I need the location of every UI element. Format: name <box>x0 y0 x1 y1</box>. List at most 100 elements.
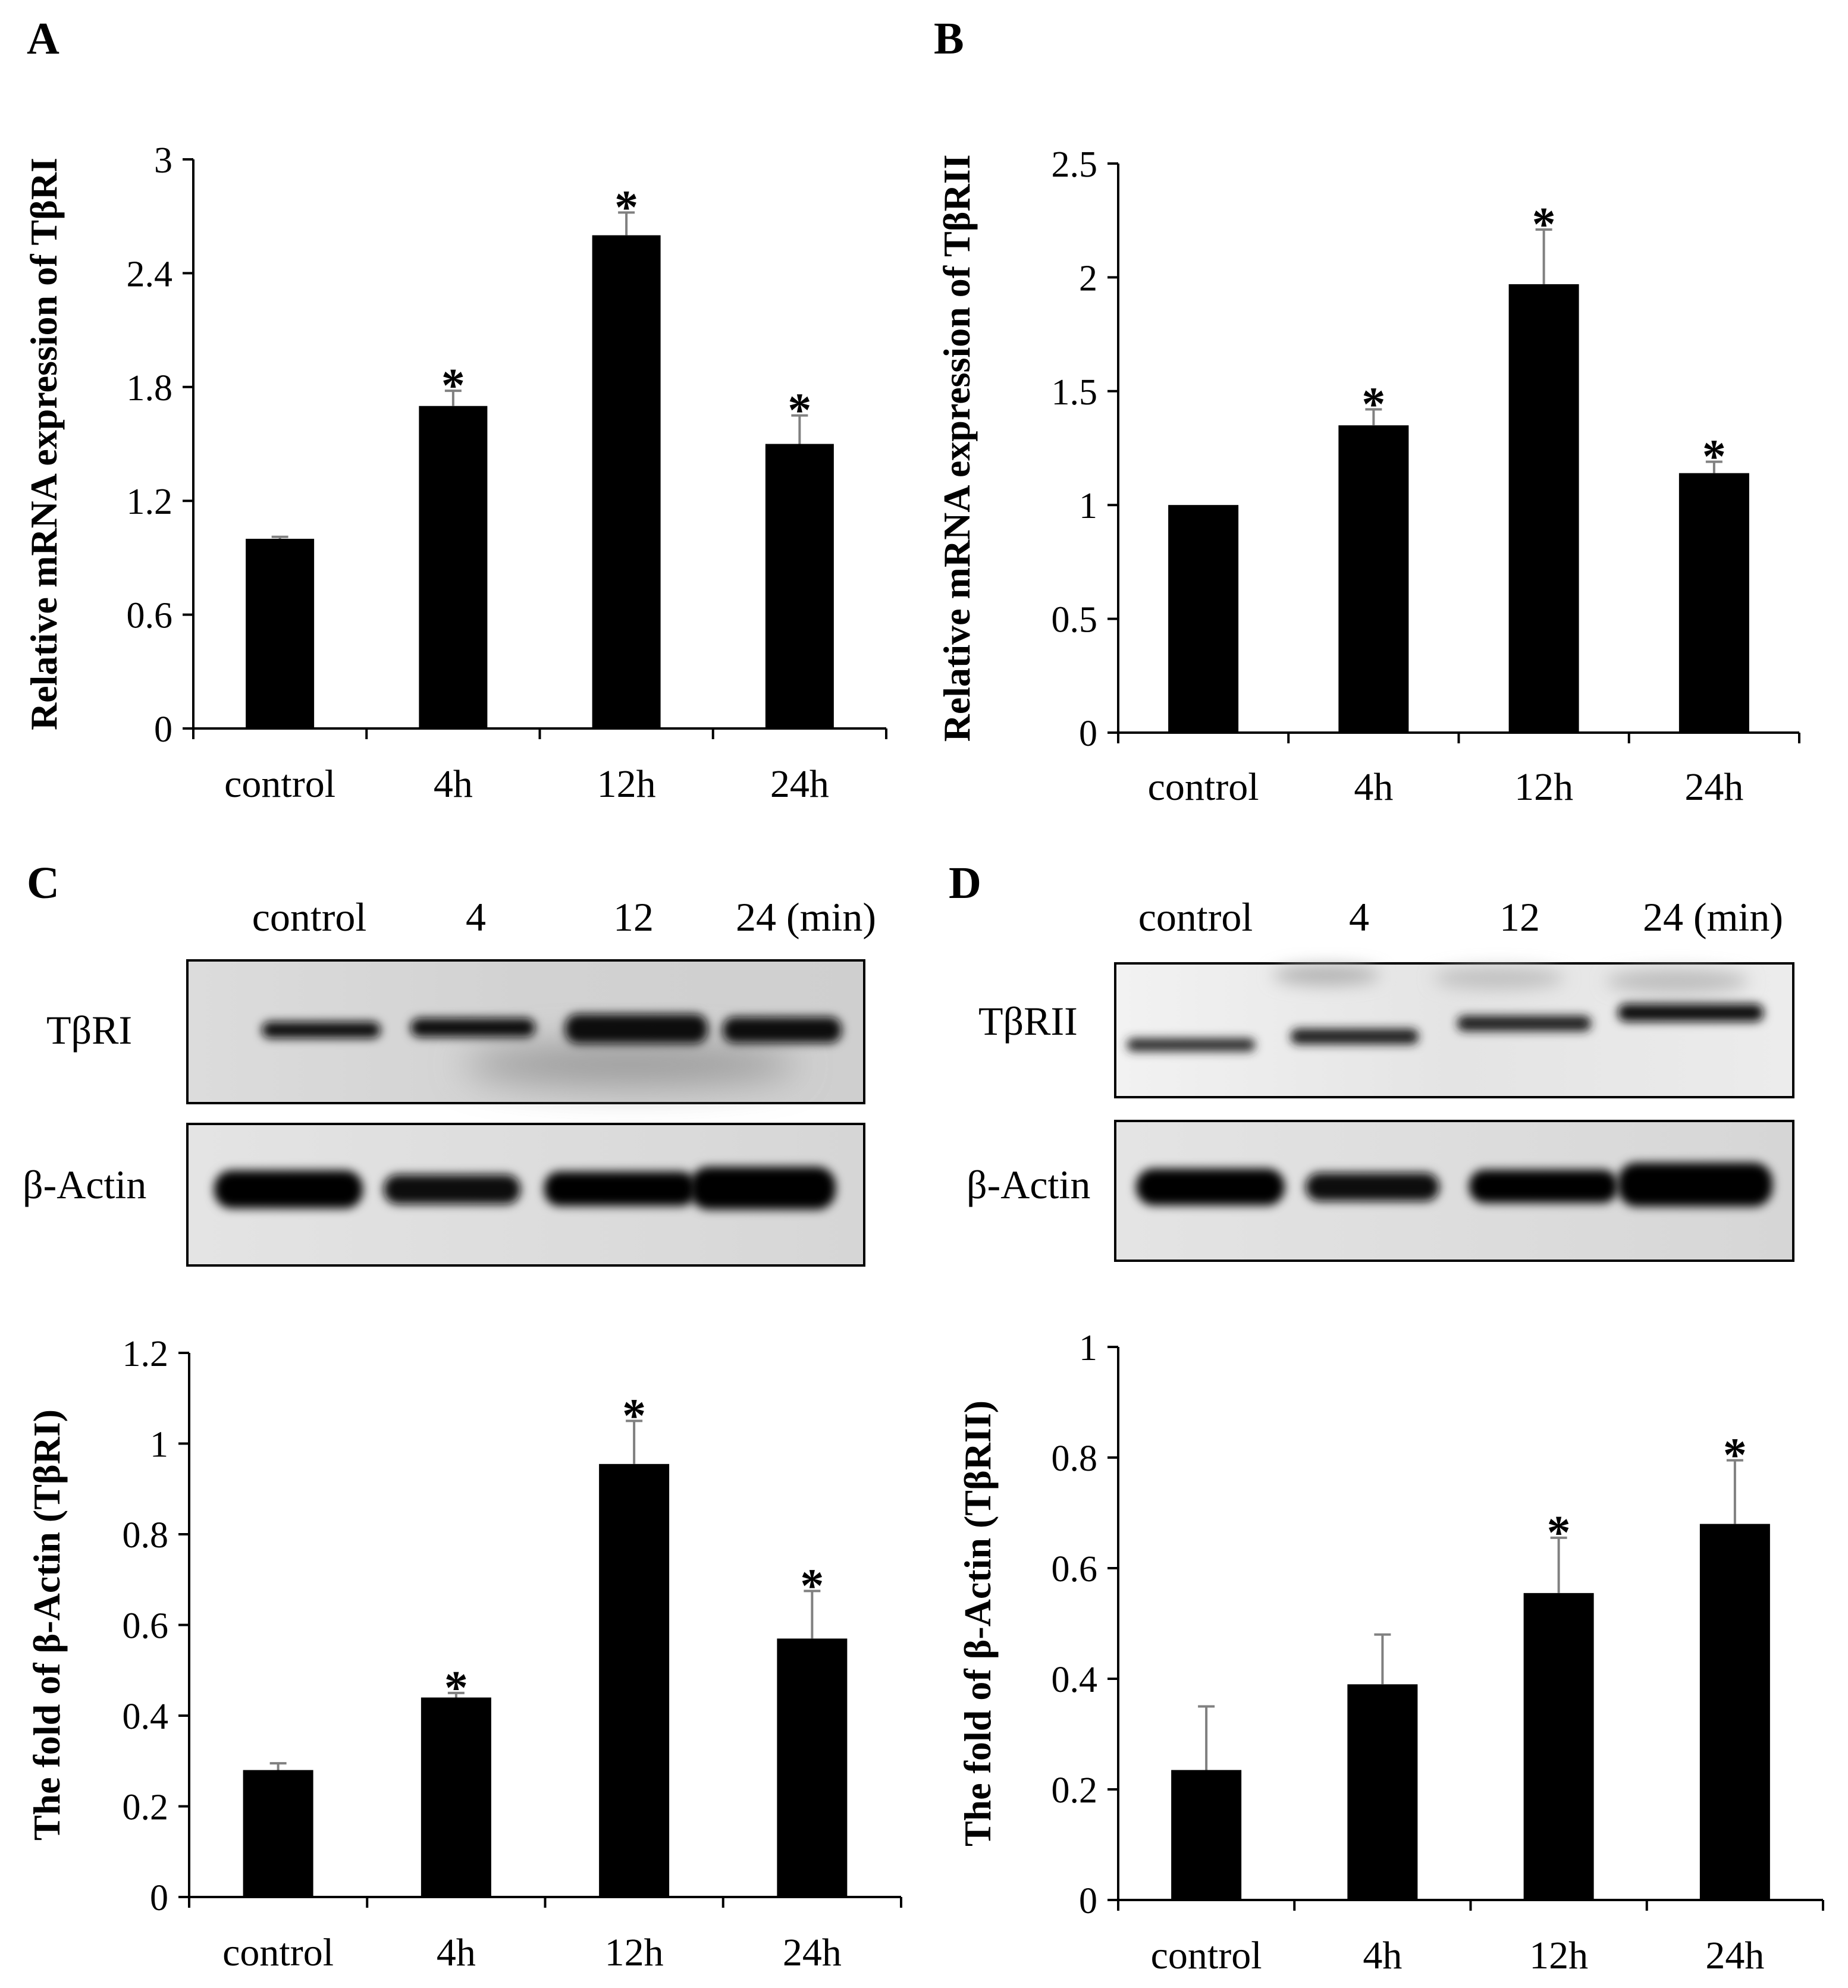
blot-c-band-label-2: β-Actin <box>23 1162 146 1207</box>
chart-c-y-tick-label: 0.8 <box>123 1515 169 1556</box>
blot-d-lane-1: control <box>1138 894 1253 940</box>
chart-b-category-label: 24h <box>1684 765 1743 809</box>
chart-b-category-label: control <box>1148 765 1259 809</box>
chart-c-y-tick-label: 0.2 <box>123 1788 169 1828</box>
chart-c-y-tick-label: 1.2 <box>123 1334 169 1374</box>
blot-c-actin-band-2 <box>384 1174 520 1204</box>
blot-d-actin-band-1 <box>1136 1169 1285 1205</box>
chart-d-bar <box>1523 1593 1594 1900</box>
chart-d-bar <box>1347 1684 1418 1900</box>
chart-d-significance-mark: * <box>1547 1507 1571 1559</box>
chart-a-category-label: control <box>224 762 335 806</box>
blot-c-lane-2: 4 <box>466 894 486 940</box>
chart-a-y-axis-label: Relative mRNA expression of TβRI <box>23 158 65 730</box>
blot-c-actin-band-1 <box>214 1170 363 1208</box>
chart-b-category-label: 12h <box>1514 765 1573 809</box>
blot-c-lane-1: control <box>252 894 367 940</box>
chart-c-category-label: 12h <box>605 1931 664 1974</box>
blot-d-actin-band-2 <box>1306 1173 1439 1201</box>
blot-d-haze-3 <box>1606 969 1749 993</box>
chart-b-category-label: 4h <box>1354 765 1393 809</box>
blot-c-lane-3: 12 <box>613 894 654 940</box>
chart-c-y-tick-label: 0 <box>150 1878 168 1918</box>
chart-d-significance-mark: * <box>1723 1430 1747 1482</box>
chart-a-y-tick-label: 0.6 <box>127 596 173 636</box>
chart-b-y-tick-label: 0.5 <box>1052 600 1098 640</box>
blot-d-band-3 <box>1457 1016 1591 1031</box>
chart-c-bar <box>599 1463 670 1897</box>
panel-label-a: A <box>27 14 59 64</box>
blot-c-band-3 <box>565 1014 708 1044</box>
chart-a-y-tick-label: 1.8 <box>127 368 173 409</box>
chart-d-y-axis-label: The fold of β-Actin (TβRII) <box>956 1400 999 1846</box>
blot-d-haze-1 <box>1273 966 1380 985</box>
blot-c: control 4 12 24 (min) TβRI β-Actin <box>23 894 876 1267</box>
blot-d-band-1 <box>1127 1038 1255 1051</box>
chart-a-y-tick-label: 0 <box>154 709 172 750</box>
blot-d-lane-4: 24 (min) <box>1643 894 1783 940</box>
chart-b-bar <box>1508 284 1579 733</box>
chart-a-y-tick-label: 3 <box>154 140 172 181</box>
chart-d: 0 0.2 0.4 0.6 0.8 1 control 4h * 12h * 24h The fold … <box>956 1328 1824 1977</box>
chart-d-bar <box>1171 1770 1242 1900</box>
blot-d-actin-band-3 <box>1469 1170 1618 1203</box>
chart-c: 0 0.2 0.4 0.6 0.8 1 1.2 control * 4h * 12h * 24h The f… <box>26 1334 902 1974</box>
chart-c-category-label: 24h <box>783 1931 842 1974</box>
blot-d: control 4 12 24 (min) TβRII β-Actin <box>967 894 1794 1262</box>
chart-b-significance-mark: * <box>1361 378 1385 431</box>
chart-b-y-tick-label: 0 <box>1079 714 1097 754</box>
chart-d-bar <box>1699 1524 1770 1900</box>
blot-d-band-label-2: β-Actin <box>967 1162 1090 1207</box>
blot-c-band-2 <box>410 1018 535 1037</box>
chart-b-bar <box>1678 473 1749 733</box>
chart-d-y-tick-label: 1 <box>1079 1328 1097 1368</box>
blot-d-band-label-1: TβRII <box>978 998 1078 1044</box>
chart-b-y-axis-label: Relative mRNA expression of TβRII <box>936 155 978 742</box>
chart-c-y-tick-label: 0.6 <box>123 1606 169 1647</box>
chart-d-y-tick-label: 0.8 <box>1052 1439 1098 1479</box>
blot-c-lane-4: 24 (min) <box>736 894 876 940</box>
chart-b-y-tick-label: 2.5 <box>1052 145 1098 185</box>
panel-label-c: C <box>27 858 59 908</box>
chart-d-category-label: 12h <box>1529 1934 1588 1977</box>
blot-d-band-2 <box>1291 1029 1419 1044</box>
blot-d-actin-band-4 <box>1618 1163 1772 1207</box>
chart-b-y-tick-label: 1 <box>1079 486 1097 526</box>
blot-c-band-4 <box>723 1017 842 1043</box>
chart-a-bar <box>592 235 661 729</box>
blot-c-band-1 <box>262 1022 381 1038</box>
chart-a-bar <box>246 539 315 728</box>
blot-d-band-4 <box>1618 1004 1764 1022</box>
chart-b-y-tick-label: 2 <box>1079 258 1097 299</box>
blot-c-actin-band-4 <box>690 1167 836 1210</box>
chart-d-y-tick-label: 0.4 <box>1052 1660 1098 1700</box>
chart-a: 0 0.6 1.2 1.8 2.4 3 control * 4h * 12h * 24h Relative… <box>23 140 887 806</box>
chart-a-y-tick-label: 2.4 <box>127 254 173 294</box>
chart-b: 0 0.5 1 1.5 2 2.5 control * 4h * 12h * 24h Relative m… <box>936 145 1800 809</box>
chart-a-category-label: 24h <box>770 762 829 806</box>
chart-d-y-tick-label: 0.2 <box>1052 1770 1098 1811</box>
chart-b-bar <box>1168 505 1239 733</box>
blot-c-actin-band-3 <box>544 1172 696 1206</box>
chart-d-category-label: 4h <box>1363 1934 1402 1977</box>
chart-c-significance-mark: * <box>622 1390 646 1442</box>
blot-c-band-label-1: TβRI <box>46 1007 132 1053</box>
chart-a-significance-mark: * <box>441 360 465 412</box>
chart-a-significance-mark: * <box>787 385 811 437</box>
panel-label-b: B <box>934 14 964 64</box>
chart-a-y-tick-label: 1.2 <box>127 482 173 522</box>
chart-c-bar <box>421 1697 491 1897</box>
chart-c-significance-mark: * <box>444 1662 468 1714</box>
blot-c-smear <box>464 1044 797 1085</box>
chart-c-bar <box>777 1638 848 1897</box>
chart-d-category-label: 24h <box>1705 1934 1764 1977</box>
chart-d-y-tick-label: 0.6 <box>1052 1549 1098 1590</box>
blot-d-lane-3: 12 <box>1499 894 1540 940</box>
chart-c-significance-mark: * <box>800 1560 824 1612</box>
panel-label-d: D <box>949 858 981 908</box>
blot-d-lane-2: 4 <box>1349 894 1369 940</box>
chart-c-y-tick-label: 0.4 <box>123 1697 169 1737</box>
chart-c-y-tick-label: 1 <box>150 1425 168 1465</box>
chart-d-y-tick-label: 0 <box>1079 1881 1097 1921</box>
